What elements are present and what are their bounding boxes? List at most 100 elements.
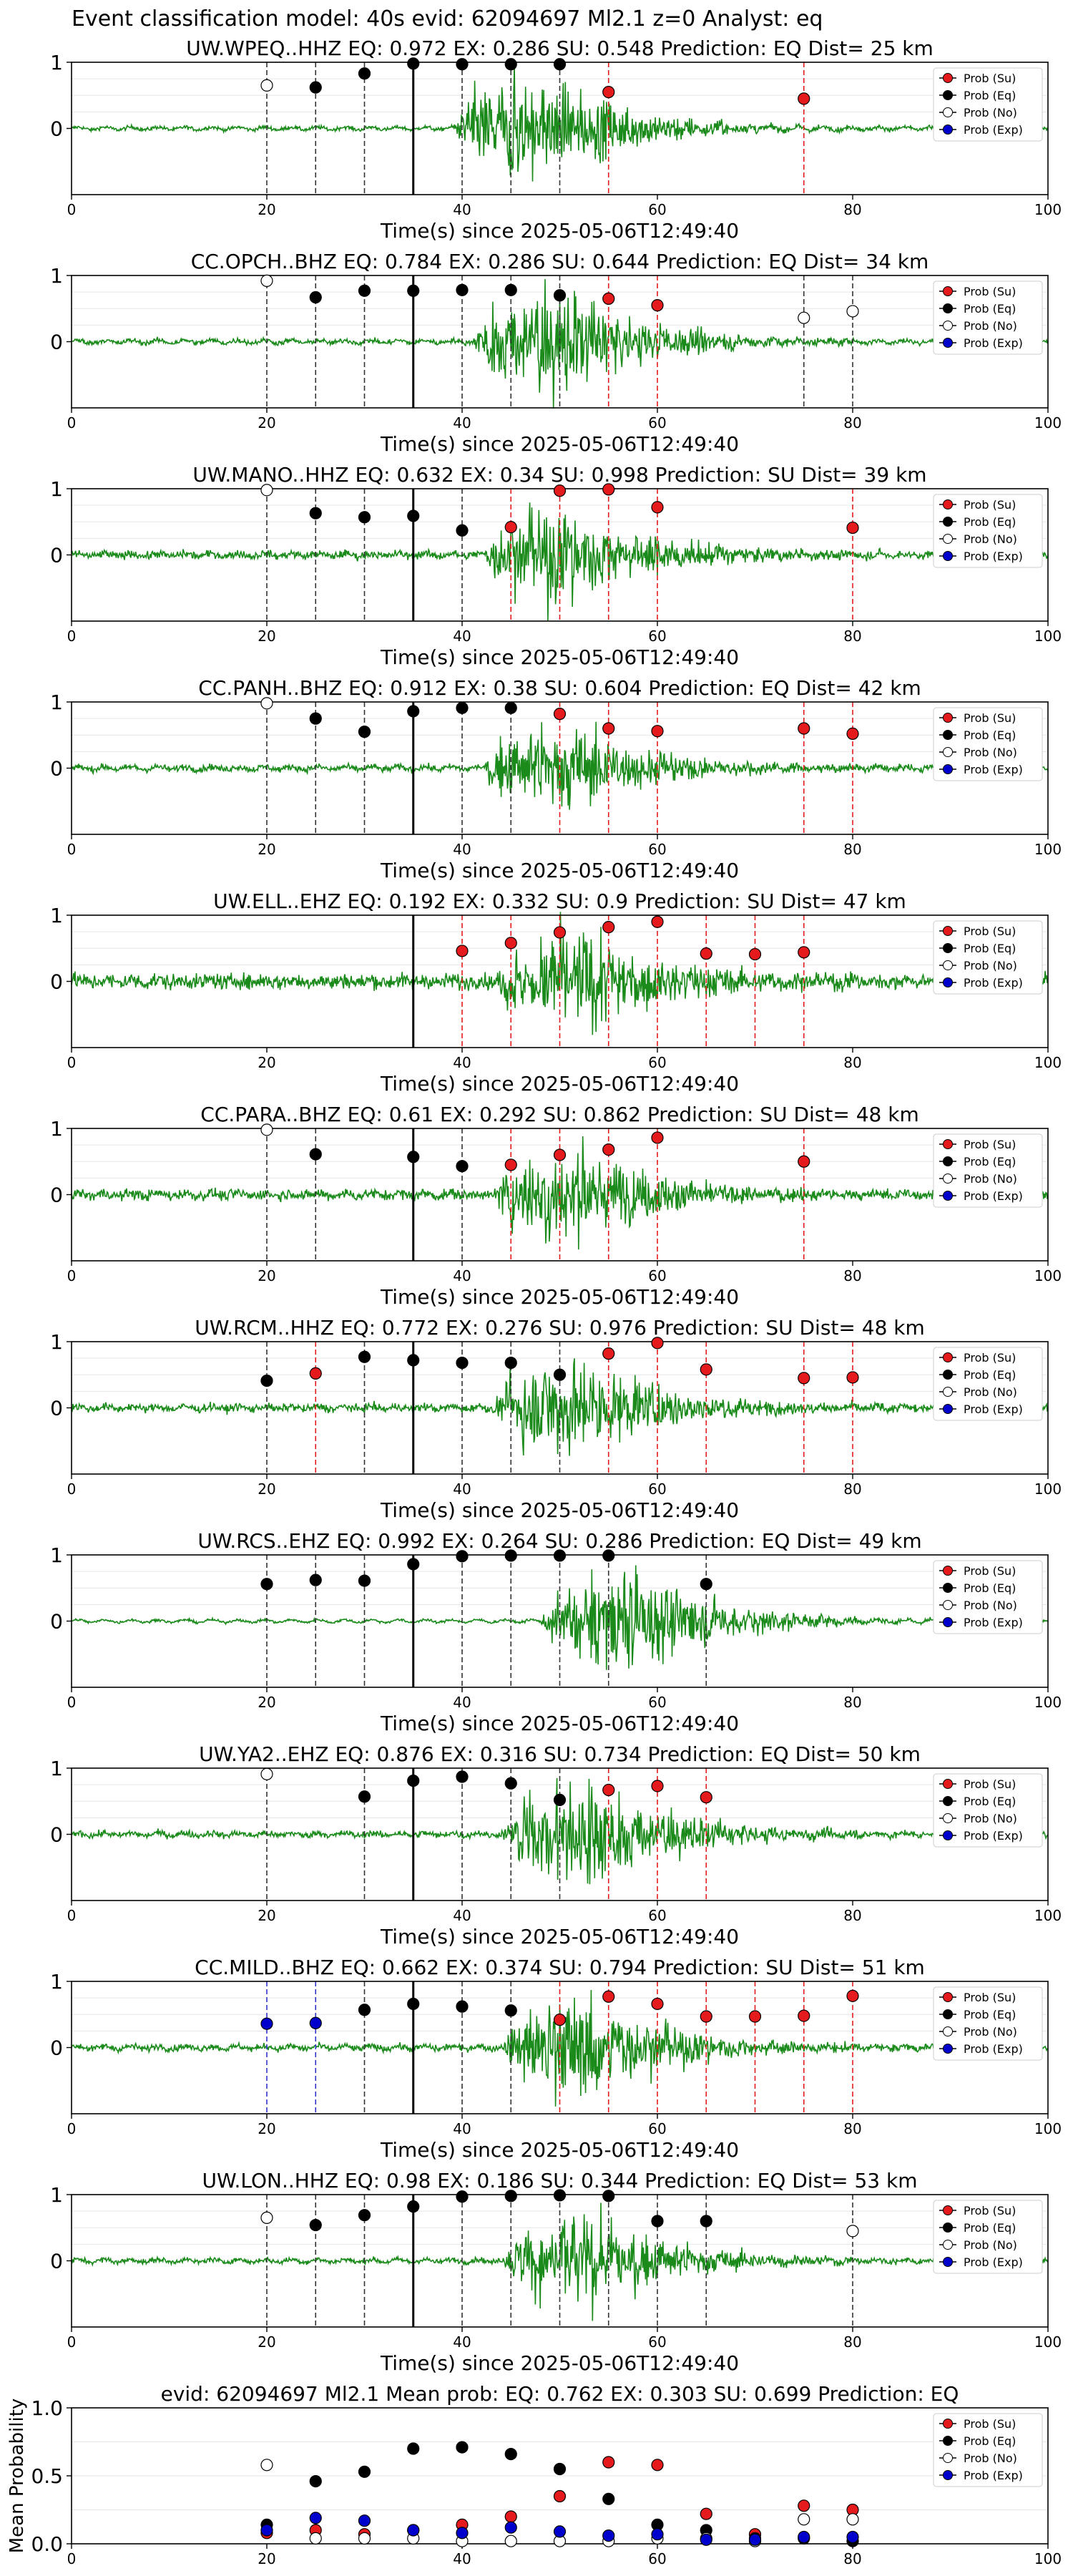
legend-marker [943,1352,953,1362]
x-tick-label: 100 [1034,201,1062,218]
data-point-su [602,2456,615,2469]
data-point-eq [309,81,322,94]
x-tick-label: 0 [67,628,77,645]
data-point-exp [358,2514,371,2527]
legend-label: Prob (Eq) [964,2434,1016,2448]
panel-title: UW.YA2..EHZ EQ: 0.876 EX: 0.316 SU: 0.73… [199,1742,921,1766]
data-point-eq [456,1770,469,1783]
x-tick-label: 0 [67,1267,77,1284]
legend-box [933,2413,1043,2487]
data-point-exp [798,2530,810,2544]
data-point-eq [456,1356,469,1370]
data-point-eq [407,2442,420,2455]
y-tick-label: 0 [50,2036,63,2060]
station-panel-11: evid: 62094697 Ml2.1 Mean prob: EQ: 0.76… [6,2382,1062,2567]
data-point-eq [260,1374,273,1387]
data-point-eq [407,1558,420,1571]
data-point-su [553,484,567,497]
data-point-exp [553,2525,567,2538]
legend-label: Prob (Su) [964,498,1016,512]
x-tick-label: 20 [258,1694,275,1711]
data-point-eq [309,1574,322,1586]
legend-label: Prob (No) [964,959,1017,972]
data-point-su [748,947,762,961]
x-tick-label: 80 [843,1907,861,1924]
x-tick-label: 20 [258,1054,275,1071]
data-point-exp [309,2512,322,2524]
x-tick-label: 0 [67,2333,77,2351]
legend-marker [943,338,953,348]
x-tick-label: 80 [843,1267,861,1284]
legend-label: Prob (Su) [964,711,1016,725]
data-point-su [651,501,664,514]
x-tick-label: 20 [258,2550,275,2567]
y-tick-label: 0 [50,970,63,994]
data-point-eq [456,283,469,296]
x-tick-label: 40 [453,841,471,858]
station-panel-5: CC.PARA..BHZ EQ: 0.61 EX: 0.292 SU: 0.86… [50,1103,1062,1309]
legend-marker [943,1404,953,1414]
legend-label: Prob (Exp) [964,2255,1023,2269]
data-point-su [651,2459,664,2472]
legend-marker [943,1600,953,1610]
legend-marker [943,713,953,723]
data-point-su [553,2014,567,2026]
y-tick-label: 0 [50,1397,63,1420]
x-tick-label: 0 [67,2120,77,2137]
data-point-no [260,1767,273,1780]
data-point-exp [700,2533,712,2546]
legend-box [933,280,1043,355]
x-tick-label: 20 [258,841,275,858]
x-axis-label: Time(s) since 2025-05-06T12:49:40 [380,645,739,669]
panel-title: CC.PANH..BHZ EQ: 0.912 EX: 0.38 SU: 0.60… [198,676,921,700]
panel-title: UW.LON..HHZ EQ: 0.98 EX: 0.186 SU: 0.344… [202,2169,917,2192]
seismogram-trace [71,721,1049,810]
data-point-su [798,1155,810,1168]
data-point-eq [358,284,371,297]
legend-marker [943,764,953,774]
legend-label: Prob (Eq) [964,1795,1016,1808]
legend-marker [943,303,953,313]
y-tick-label: 0 [50,117,63,141]
x-tick-label: 40 [453,1054,471,1071]
legend-label: Prob (Su) [964,1564,1016,1578]
data-point-su [700,1791,712,1804]
data-point-eq [407,284,420,297]
x-tick-label: 40 [453,2550,471,2567]
data-point-exp [651,2528,664,2541]
legend-label: Prob (Exp) [964,1829,1023,1843]
data-point-su [798,92,810,105]
y-tick-label: 0 [50,757,63,781]
x-tick-label: 100 [1034,1054,1062,1071]
data-point-eq [504,1356,517,1370]
x-axis-label: Time(s) since 2025-05-06T12:49:40 [380,1925,739,1948]
data-point-no [798,2513,810,2526]
data-point-no [309,2532,322,2545]
legend-marker [943,1139,953,1149]
data-point-exp [456,2527,469,2540]
panel-title: evid: 62094697 Ml2.1 Mean prob: EQ: 0.76… [161,2382,959,2406]
legend-label: Prob (Exp) [964,123,1023,137]
data-point-su [309,1367,322,1380]
data-point-eq [358,2004,371,2016]
x-tick-label: 40 [453,1480,471,1498]
data-point-eq [309,2475,322,2488]
data-point-no [846,2225,859,2238]
legend-label: Prob (Eq) [964,942,1016,955]
legend-box [933,1560,1043,1634]
data-point-exp [504,2521,517,2534]
legend-label: Prob (Exp) [964,550,1023,563]
x-tick-label: 0 [67,201,77,218]
panel-title: UW.ELL..EHZ EQ: 0.192 EX: 0.332 SU: 0.9 … [213,889,906,913]
panel-title: CC.PARA..BHZ EQ: 0.61 EX: 0.292 SU: 0.86… [200,1103,919,1126]
data-point-eq [504,58,517,71]
x-tick-label: 60 [648,2120,666,2137]
legend-label: Prob (No) [964,1385,1017,1399]
legend-marker [943,1174,953,1184]
x-tick-label: 100 [1034,841,1062,858]
data-point-eq [309,291,322,304]
data-point-eq [309,712,322,725]
legend-label: Prob (Eq) [964,1155,1016,1169]
data-point-no [358,2532,371,2545]
